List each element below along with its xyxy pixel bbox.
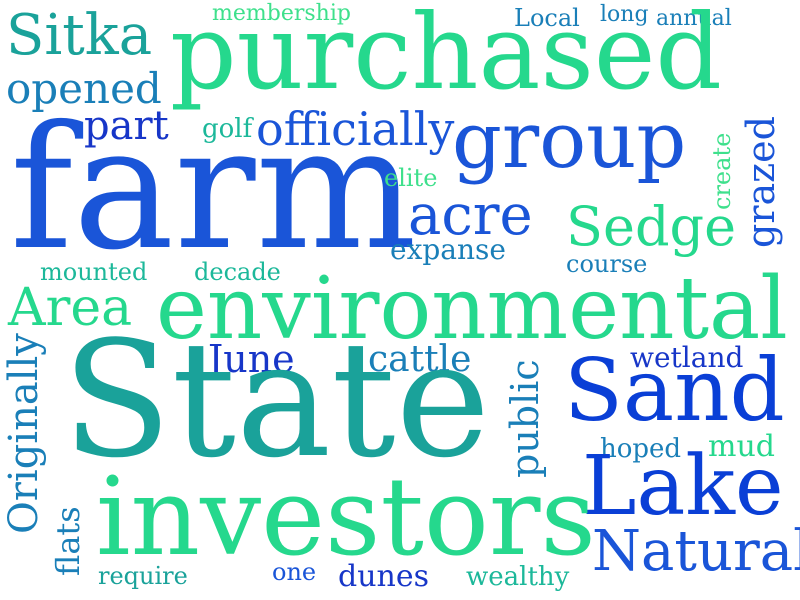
word-farm: farm bbox=[10, 90, 417, 288]
word-course: course bbox=[566, 250, 648, 278]
word-natural: Natural bbox=[592, 519, 800, 584]
word-dunes: dunes bbox=[338, 559, 429, 594]
word-investors: investors bbox=[96, 455, 596, 580]
word-annual: annual bbox=[656, 6, 732, 31]
word-grazed: grazed bbox=[739, 116, 783, 248]
word-cattle: cattle bbox=[368, 339, 472, 380]
word-environmental: environmental bbox=[156, 259, 788, 359]
word-sitka: Sitka bbox=[6, 3, 153, 68]
word-mounted: mounted bbox=[40, 258, 148, 286]
word-local: Local bbox=[514, 4, 580, 32]
word-area: Area bbox=[8, 278, 133, 338]
word-elite: elite bbox=[384, 164, 438, 192]
word-lake: Lake bbox=[582, 439, 784, 534]
word-originally: Originally bbox=[1, 333, 47, 534]
word-sand: Sand bbox=[564, 341, 785, 441]
word-hoped: hoped bbox=[600, 434, 682, 464]
word-group: group bbox=[452, 96, 687, 186]
word-sedge: Sedge bbox=[566, 195, 737, 258]
word-opened: opened bbox=[6, 64, 162, 113]
word-membership: membership bbox=[212, 1, 351, 26]
word-wealthy: wealthy bbox=[466, 562, 570, 592]
word-one: one bbox=[272, 558, 317, 586]
word-golf: golf bbox=[202, 114, 253, 144]
word-june: June bbox=[208, 337, 295, 381]
word-purchased: purchased bbox=[170, 0, 722, 113]
word-long: long bbox=[600, 2, 649, 27]
word-officially: officially bbox=[256, 102, 455, 156]
word-wetland: wetland bbox=[630, 341, 744, 374]
word-state: State bbox=[62, 306, 491, 493]
word-flats: flats bbox=[49, 506, 87, 576]
word-require: require bbox=[98, 562, 188, 590]
word-expanse: expanse bbox=[390, 233, 506, 266]
word-decade: decade bbox=[194, 258, 281, 286]
word-acre: acre bbox=[408, 183, 533, 248]
word-mud: mud bbox=[708, 429, 775, 464]
word-part: part bbox=[84, 103, 169, 149]
